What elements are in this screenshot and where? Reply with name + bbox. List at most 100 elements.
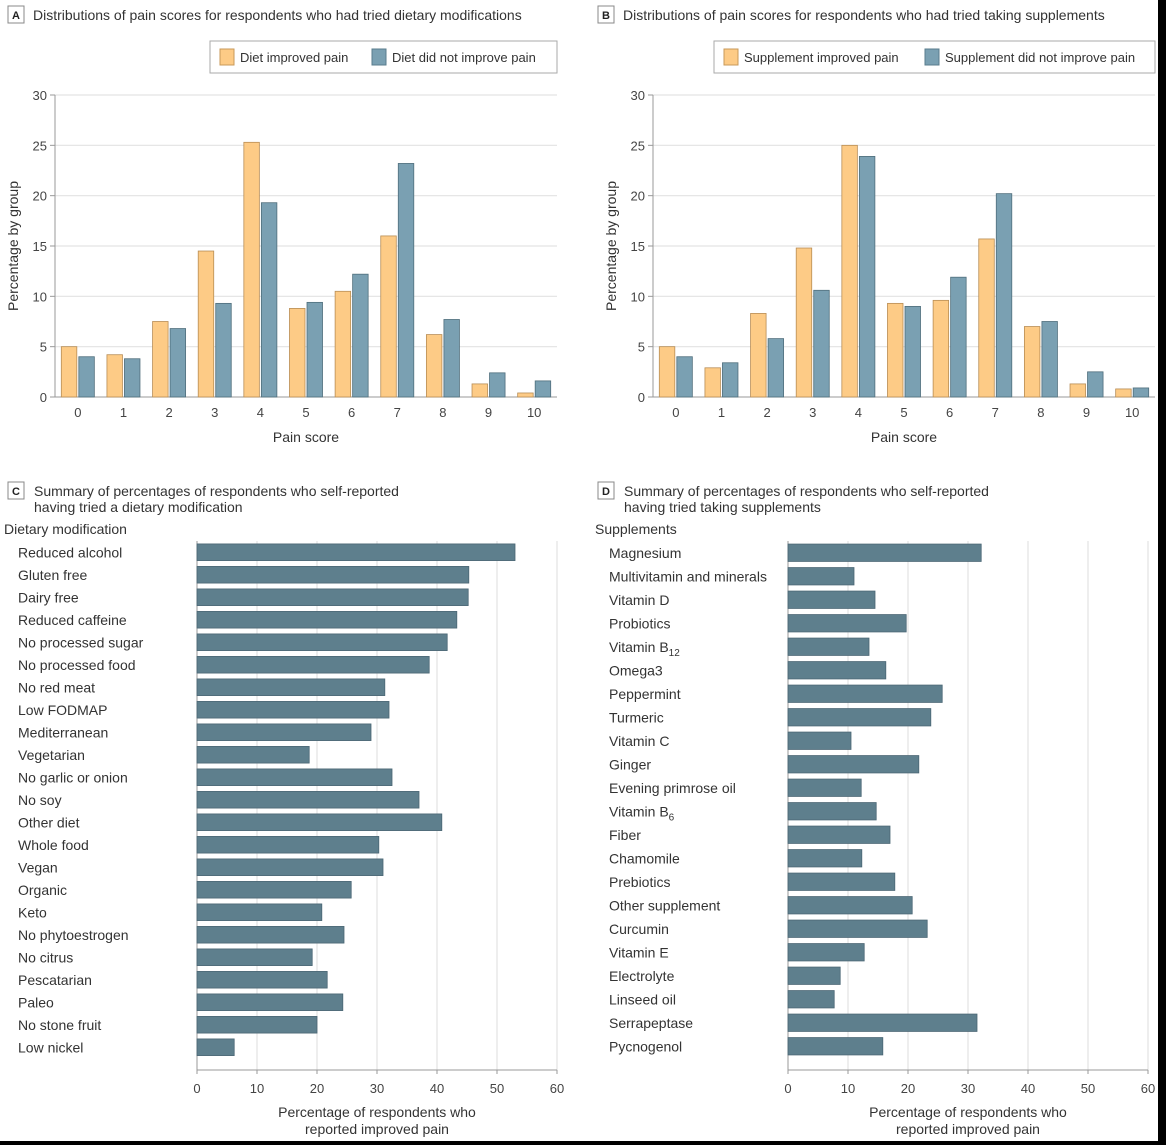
panel-letter-box bbox=[7, 481, 25, 500]
category-label: Evening primrose oil bbox=[609, 780, 736, 796]
bar-improved bbox=[1069, 383, 1086, 398]
bar bbox=[196, 948, 313, 966]
bar bbox=[196, 723, 372, 741]
legend-label: Diet improved pain bbox=[240, 50, 348, 65]
bar-not-improved bbox=[995, 193, 1013, 398]
bar-not-improved bbox=[124, 358, 141, 398]
bar bbox=[196, 611, 458, 629]
category-label-text: Reduced caffeine bbox=[18, 612, 127, 628]
x-tick-label: 10 bbox=[250, 1081, 264, 1096]
category-label-text: Linseed oil bbox=[609, 991, 676, 1007]
category-label-text: Evening primrose oil bbox=[609, 780, 736, 796]
bar-not-improved bbox=[534, 380, 552, 398]
category-label: Vegetarian bbox=[18, 747, 85, 763]
x-tick-label: 4 bbox=[855, 405, 862, 420]
bar bbox=[787, 990, 835, 1009]
panel-d: D Summary of percentages of respondents w… bbox=[595, 481, 1155, 1137]
bar-not-improved bbox=[352, 273, 369, 398]
y-tick-label: 10 bbox=[33, 289, 47, 304]
category-label: No garlic or onion bbox=[18, 769, 128, 785]
bar-improved bbox=[658, 346, 676, 398]
category-label: Chamomile bbox=[609, 850, 680, 866]
x-tick-label: 8 bbox=[1037, 405, 1044, 420]
bar-not-improved bbox=[767, 338, 785, 398]
legend: Diet improved pain Diet did not improve p… bbox=[209, 40, 558, 74]
category-label: Other supplement bbox=[609, 897, 720, 913]
x-axis-title-line: Percentage of respondents who bbox=[869, 1104, 1067, 1120]
bar bbox=[787, 755, 920, 774]
bar-not-improved bbox=[260, 202, 278, 398]
bar bbox=[787, 943, 865, 962]
x-axis-title: Pain score bbox=[871, 429, 937, 445]
panel-letter: B bbox=[602, 10, 610, 22]
bar bbox=[196, 768, 393, 786]
category-label: Whole food bbox=[18, 837, 89, 853]
bar bbox=[196, 993, 344, 1011]
category-label: No phytoestrogen bbox=[18, 927, 129, 943]
category-label: Omega3 bbox=[609, 662, 663, 678]
category-label-text: No soy bbox=[18, 792, 62, 808]
category-label-text: Pescatarian bbox=[18, 972, 92, 988]
category-label: No stone fruit bbox=[18, 1017, 101, 1033]
category-label-text: Ginger bbox=[609, 756, 651, 772]
x-tick-label: 2 bbox=[165, 405, 172, 420]
category-label-text: Vegetarian bbox=[18, 747, 85, 763]
panel-letter-box bbox=[597, 5, 615, 24]
bar-improved bbox=[197, 250, 215, 398]
bar-improved bbox=[471, 383, 488, 398]
category-label: Pescatarian bbox=[18, 972, 92, 988]
y-tick-label: 25 bbox=[631, 138, 645, 153]
bar bbox=[196, 701, 390, 719]
panel-letter-box bbox=[597, 481, 615, 500]
bar bbox=[196, 678, 386, 696]
panel-title: Distributions of pain scores for respond… bbox=[623, 7, 1105, 23]
category-label-text: Chamomile bbox=[609, 850, 680, 866]
bar-improved bbox=[887, 302, 904, 398]
bar bbox=[196, 881, 352, 899]
bar bbox=[787, 919, 928, 938]
bar bbox=[787, 825, 891, 844]
category-label-text: Paleo bbox=[18, 994, 54, 1010]
bar bbox=[787, 637, 870, 656]
category-label-text: Organic bbox=[18, 882, 67, 898]
category-label: Ginger bbox=[609, 756, 651, 772]
category-label: Fiber bbox=[609, 827, 641, 843]
x-tick-label: 0 bbox=[672, 405, 679, 420]
panel-title-line: Summary of percentages of respondents wh… bbox=[34, 483, 399, 499]
category-label-text: Other diet bbox=[18, 814, 80, 830]
category-label: Curcumin bbox=[609, 921, 669, 937]
category-label: Magnesium bbox=[609, 545, 681, 561]
bar-not-improved bbox=[215, 302, 232, 398]
category-label: Reduced alcohol bbox=[18, 544, 122, 560]
bar-improved bbox=[841, 144, 858, 398]
y-tick-label: 10 bbox=[631, 289, 645, 304]
category-label-text: Reduced alcohol bbox=[18, 544, 122, 560]
category-label-text: Keto bbox=[18, 904, 47, 920]
category-label: Other diet bbox=[18, 814, 80, 830]
bar bbox=[787, 778, 862, 797]
panel-letter: A bbox=[12, 10, 20, 22]
x-tick-label: 40 bbox=[430, 1081, 444, 1096]
bar bbox=[196, 903, 323, 921]
x-tick-label: 1 bbox=[120, 405, 127, 420]
x-tick-label: 10 bbox=[841, 1081, 855, 1096]
bar bbox=[196, 971, 328, 989]
x-axis-title-line: Percentage of respondents who bbox=[278, 1104, 476, 1120]
x-tick-label: 9 bbox=[485, 405, 492, 420]
category-label: Low nickel bbox=[18, 1039, 83, 1055]
category-label-text: Probiotics bbox=[609, 615, 670, 631]
bar-not-improved bbox=[306, 301, 323, 398]
category-label-text: Vegan bbox=[18, 859, 58, 875]
bar-not-improved bbox=[1132, 387, 1150, 398]
bar-not-improved bbox=[813, 289, 830, 398]
bar bbox=[787, 896, 913, 915]
y-tick-label: 25 bbox=[33, 138, 47, 153]
y-tick-label: 20 bbox=[33, 189, 47, 204]
category-label-text: Dairy free bbox=[18, 589, 79, 605]
bar bbox=[196, 858, 384, 876]
panel-a: A Distributions of pain scores for respon… bbox=[5, 5, 558, 445]
bar-not-improved bbox=[722, 362, 739, 398]
category-label: Vitamin B6 bbox=[609, 803, 675, 823]
category-label-text: No garlic or onion bbox=[18, 769, 128, 785]
